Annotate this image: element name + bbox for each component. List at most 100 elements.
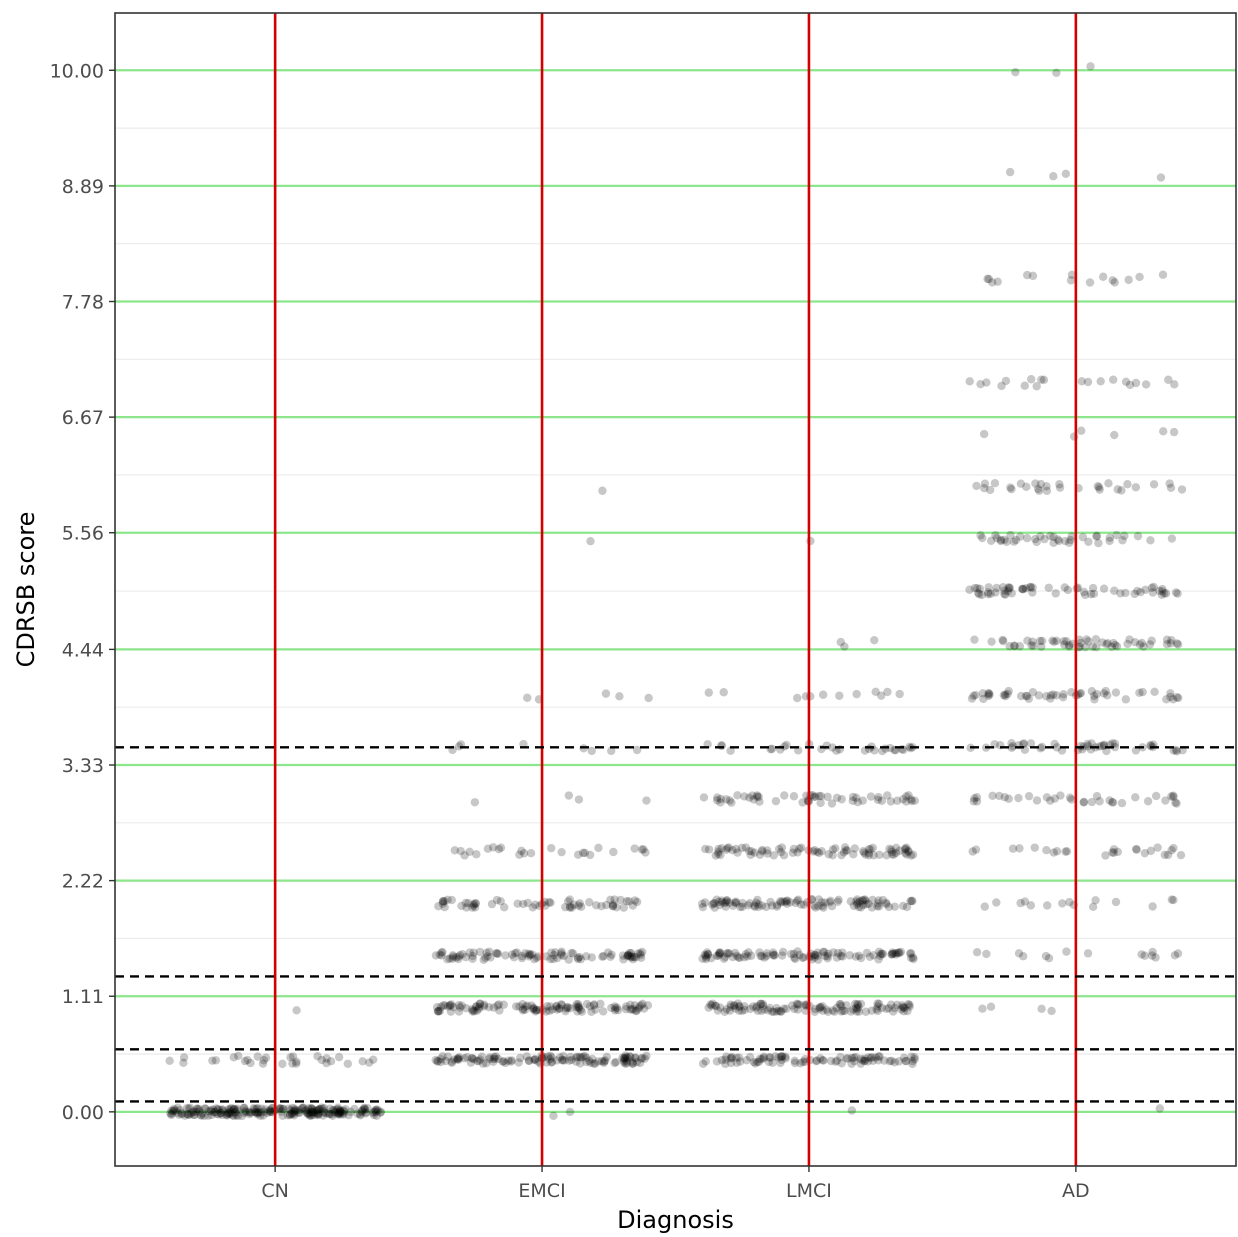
data-point (635, 1002, 644, 1011)
data-point (830, 1007, 839, 1016)
data-point (999, 690, 1008, 700)
data-point (973, 588, 983, 598)
data-point (750, 848, 759, 857)
data-point (335, 1106, 345, 1116)
data-point (1149, 582, 1158, 592)
data-point (1026, 582, 1036, 592)
data-point (853, 1000, 863, 1010)
data-point (1079, 587, 1089, 597)
data-point (607, 746, 616, 756)
data-point (840, 1006, 849, 1016)
data-point (1164, 375, 1173, 384)
data-point (859, 848, 869, 857)
data-point (245, 1108, 255, 1117)
data-point (1095, 485, 1104, 494)
data-point (997, 381, 1006, 391)
data-point (781, 1054, 790, 1063)
data-point (749, 1057, 759, 1067)
data-point (277, 1107, 286, 1117)
data-point (1162, 640, 1172, 649)
data-point (749, 795, 758, 804)
data-point (1003, 586, 1013, 596)
data-point (747, 951, 756, 960)
data-point (558, 1056, 567, 1065)
data-point (726, 1053, 735, 1063)
data-point (1153, 843, 1162, 852)
data-point (1008, 844, 1018, 853)
data-point (616, 895, 625, 905)
data-point (574, 901, 583, 910)
data-point (1050, 794, 1060, 803)
data-point (1004, 794, 1013, 803)
y-tick-label: 7.78 (62, 292, 104, 314)
data-point (253, 1052, 262, 1061)
data-point (847, 1106, 857, 1115)
data-point (752, 791, 762, 800)
data-point (274, 1104, 284, 1114)
data-point (758, 1001, 768, 1011)
data-point (998, 583, 1008, 592)
data-point (806, 536, 815, 546)
data-point (796, 843, 806, 852)
data-point (725, 949, 734, 958)
data-point (722, 1005, 731, 1014)
data-point (782, 1004, 791, 1014)
data-point (469, 948, 478, 957)
data-point (795, 844, 804, 853)
data-point (368, 1108, 378, 1118)
data-point (750, 902, 759, 911)
data-point (839, 848, 849, 857)
data-point (557, 950, 566, 960)
data-point (885, 844, 894, 854)
data-point (1020, 381, 1029, 390)
data-point (811, 903, 820, 912)
data-point (714, 951, 723, 960)
data-point (317, 1103, 326, 1112)
data-point (285, 1110, 295, 1119)
data-point (1007, 739, 1016, 748)
data-point (995, 791, 1004, 801)
data-point (1112, 642, 1122, 651)
data-point (473, 1056, 482, 1066)
data-point (763, 1006, 773, 1015)
data-point (265, 1106, 274, 1115)
data-point (225, 1109, 234, 1118)
data-point (576, 954, 586, 964)
data-point (972, 797, 982, 806)
data-point (577, 902, 586, 912)
data-point (207, 1110, 216, 1120)
data-point (465, 847, 474, 856)
data-point (1058, 899, 1067, 908)
data-point (564, 1056, 574, 1065)
data-point (843, 1054, 853, 1063)
data-point (1007, 484, 1016, 494)
data-point (835, 1000, 844, 1009)
data-point (252, 1108, 262, 1118)
data-point (1167, 792, 1176, 801)
data-point (814, 848, 824, 858)
data-point (471, 1002, 481, 1011)
data-point (708, 900, 717, 909)
data-point (720, 899, 730, 908)
data-point (893, 796, 902, 805)
data-point (307, 1110, 316, 1120)
data-point (455, 951, 465, 960)
data-point (1060, 640, 1069, 649)
data-point (561, 902, 570, 912)
data-point (828, 845, 838, 854)
data-point (1167, 534, 1177, 543)
data-point (853, 999, 862, 1009)
data-point (1028, 271, 1038, 281)
data-point (734, 953, 743, 962)
data-point (726, 1002, 736, 1011)
data-point (530, 954, 539, 964)
data-point (1092, 689, 1101, 699)
data-point (1117, 798, 1127, 808)
data-point (700, 950, 709, 960)
data-point (563, 1003, 572, 1013)
data-point (757, 901, 767, 910)
data-point (793, 947, 802, 956)
data-point (322, 1058, 331, 1068)
data-point (713, 1006, 723, 1015)
data-point (492, 949, 501, 958)
